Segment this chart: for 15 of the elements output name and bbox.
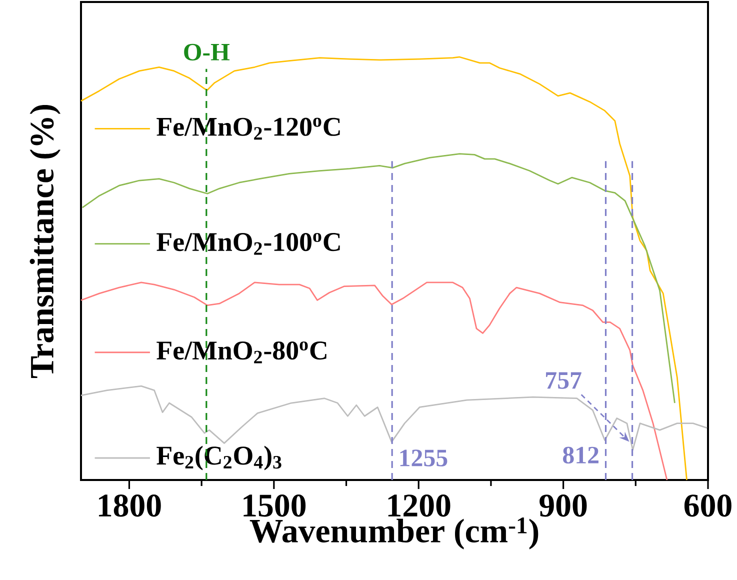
ref-line-label: 757 xyxy=(546,372,582,389)
legend-label: Fe/MnO$_{2}$-120$^{o}$C xyxy=(156,118,340,140)
legend-label: Fe/MnO$_{2}$-80$^{o}$C xyxy=(156,341,326,364)
x-tick-label: 900 xyxy=(540,494,587,517)
ref-line-label: 1255 xyxy=(400,450,448,466)
ref-line-label: O-H xyxy=(184,44,230,61)
ref-line-label: 812 xyxy=(563,446,598,464)
x-axis-title: Wavenumber (cm$^{-1}$) xyxy=(250,518,538,550)
legend-label: Fe/MnO$_{2}$-100$^{o}$C xyxy=(156,232,340,255)
legend-label: Fe$_{2}$(C$_{2}$O$_{4}$)$_{3}$ xyxy=(156,446,282,470)
y-axis-title: Transmittance (%) xyxy=(30,105,60,378)
x-tick-label: 1800 xyxy=(98,494,161,517)
x-tick-label: 1500 xyxy=(244,494,306,517)
x-tick-label: 600 xyxy=(684,494,732,517)
x-tick-label: 1200 xyxy=(388,494,450,517)
